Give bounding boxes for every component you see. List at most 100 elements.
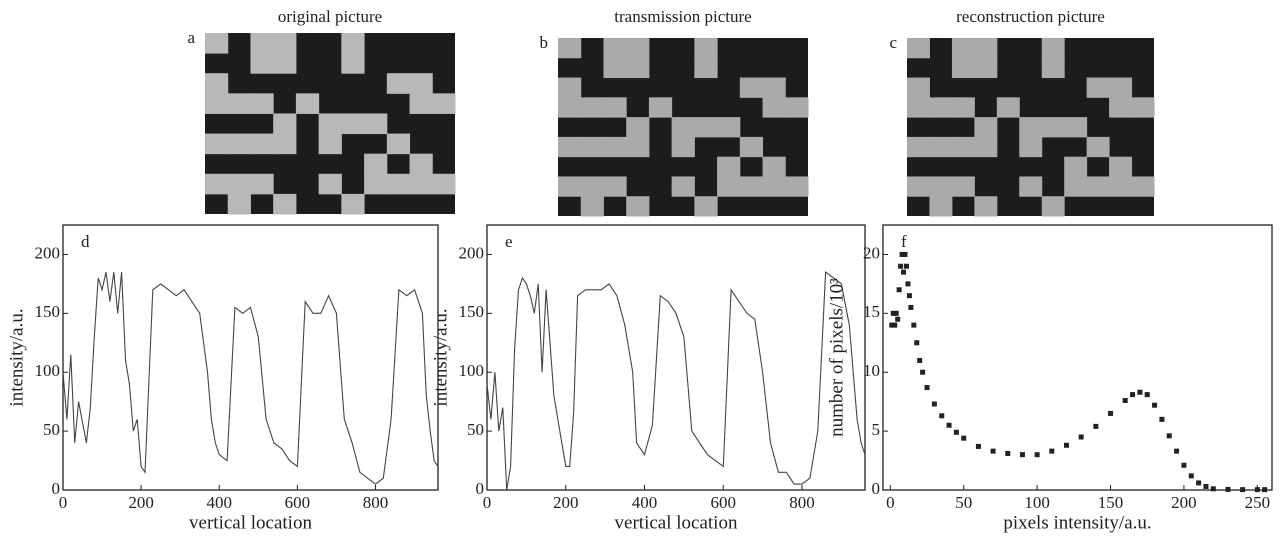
- picture-block: [227, 93, 251, 114]
- picture-block: [341, 113, 365, 135]
- y-tick-label: 0: [52, 479, 61, 498]
- picture-block: [409, 153, 433, 175]
- picture-block: [717, 156, 741, 177]
- picture-block: [205, 173, 229, 195]
- y-tick-label: 10: [863, 361, 880, 380]
- picture-block: [580, 176, 604, 197]
- x-tick-label: 200: [553, 493, 579, 512]
- picture-block: [1109, 77, 1133, 98]
- point: [1108, 410, 1114, 416]
- picture-block: [318, 173, 342, 195]
- picture-block: [671, 136, 695, 158]
- picture-block: [580, 97, 604, 118]
- picture-block: [907, 77, 930, 98]
- picture-block: [341, 53, 365, 74]
- x-tick-label: 400: [632, 493, 658, 512]
- y-tick-label: 150: [35, 302, 61, 321]
- picture-title: transmission picture: [614, 7, 751, 26]
- picture-block: [409, 73, 433, 94]
- point: [961, 435, 967, 441]
- plot-frame: [882, 224, 1273, 491]
- point: [901, 269, 907, 275]
- picture-block: [1041, 196, 1065, 217]
- point: [1034, 452, 1040, 458]
- point: [895, 316, 901, 322]
- x-tick-label: 200: [128, 493, 154, 512]
- picture-block: [762, 156, 786, 177]
- point: [908, 304, 914, 310]
- picture-block: [717, 117, 741, 138]
- point: [917, 357, 923, 363]
- picture-block: [273, 53, 297, 74]
- picture-block: [558, 176, 582, 197]
- point: [902, 251, 908, 257]
- point: [975, 443, 981, 449]
- picture-block: [626, 117, 650, 138]
- picture-block: [364, 113, 388, 135]
- y-tick-label: 200: [35, 243, 61, 262]
- x-tick-label: 0: [886, 493, 895, 512]
- point: [946, 422, 952, 428]
- point: [889, 322, 895, 328]
- picture-block: [626, 136, 650, 158]
- picture-block: [341, 33, 365, 54]
- picture-block: [626, 57, 650, 79]
- picture-block: [603, 38, 627, 59]
- picture-block: [1041, 57, 1065, 79]
- picture-block: [739, 176, 764, 197]
- picture-block: [386, 133, 411, 155]
- x-tick-label: 600: [285, 493, 311, 512]
- point: [1144, 392, 1150, 398]
- picture-block: [1064, 156, 1088, 177]
- point: [1196, 480, 1202, 486]
- picture-block: [694, 196, 718, 217]
- picture-block: [1041, 38, 1065, 59]
- picture-block: [341, 193, 365, 215]
- picture-block: [951, 38, 975, 59]
- y-axis-label: number of pixels/10³: [826, 278, 847, 437]
- point: [1122, 397, 1128, 403]
- picture-block: [364, 173, 388, 195]
- picture-block: [671, 176, 695, 197]
- x-tick-label: 0: [483, 493, 492, 512]
- point: [1049, 448, 1055, 454]
- y-tick-label: 100: [459, 361, 485, 380]
- picture-block: [929, 196, 953, 217]
- y-tick-label: 100: [35, 361, 61, 380]
- point: [1254, 487, 1260, 493]
- picture-block: [580, 196, 604, 217]
- point: [931, 401, 937, 407]
- point: [890, 310, 896, 316]
- picture-label: a: [187, 28, 195, 47]
- panel-label: f: [901, 232, 907, 251]
- picture-block: [558, 77, 582, 98]
- line: [486, 271, 866, 491]
- picture-block: [648, 97, 673, 118]
- picture-block: [603, 176, 627, 197]
- picture-block: [1019, 136, 1043, 158]
- picture-block: [409, 93, 433, 114]
- point: [903, 263, 909, 269]
- point: [1093, 423, 1099, 429]
- picture-block: [1064, 176, 1088, 197]
- picture-block: [1086, 176, 1110, 197]
- line: [62, 271, 439, 485]
- point: [1174, 448, 1180, 454]
- picture-block: [250, 93, 274, 114]
- picture-block: [694, 38, 718, 59]
- picture-block: [951, 176, 975, 197]
- picture-block: [250, 53, 274, 74]
- picture: [907, 38, 1155, 217]
- point: [914, 340, 920, 346]
- picture-block: [318, 133, 342, 155]
- picture-block: [717, 176, 741, 197]
- picture-block: [739, 77, 764, 98]
- picture-block: [974, 38, 998, 59]
- point: [896, 287, 902, 293]
- picture-block: [295, 93, 320, 114]
- x-axis-label: vertical location: [615, 512, 738, 533]
- picture-block: [1086, 136, 1110, 158]
- picture-block: [1109, 156, 1133, 177]
- x-tick-label: 800: [789, 493, 815, 512]
- picture-block: [739, 136, 764, 158]
